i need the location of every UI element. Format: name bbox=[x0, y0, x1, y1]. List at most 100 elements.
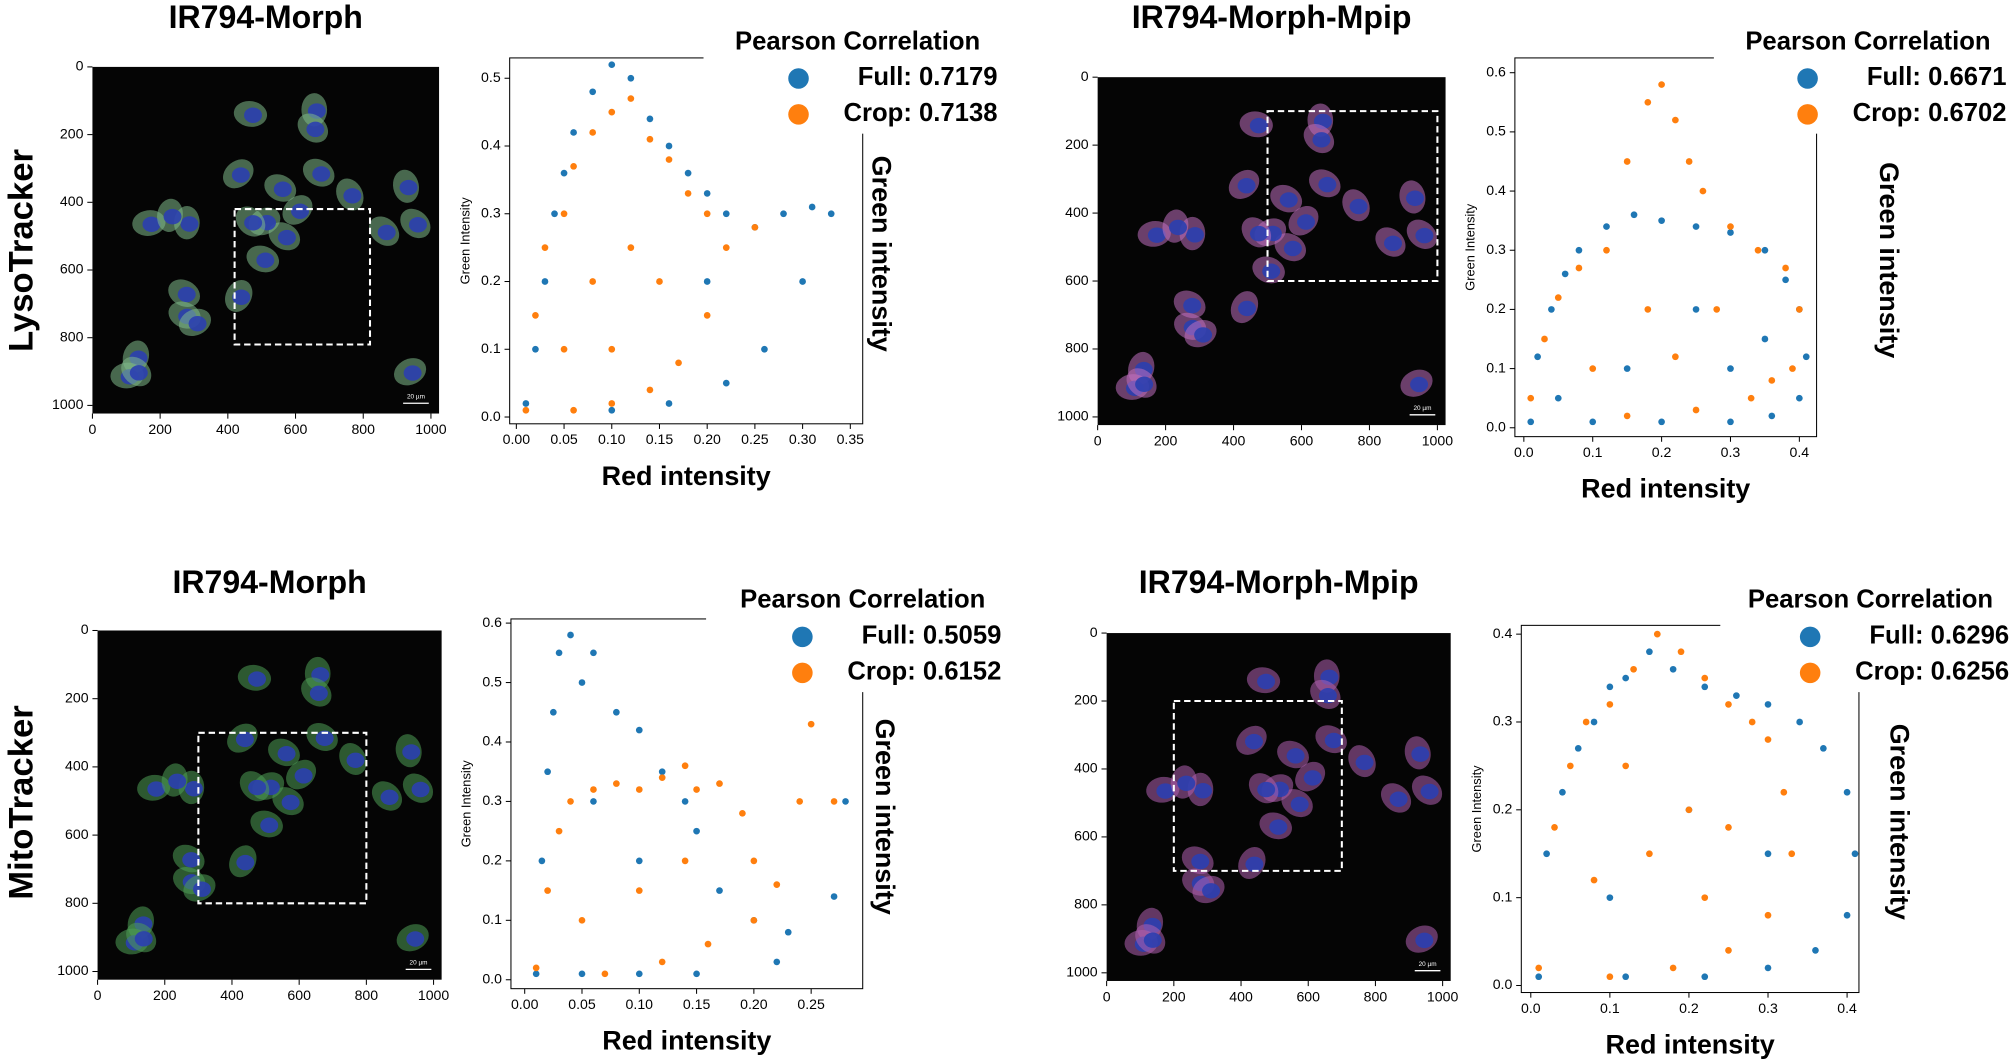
nucleus bbox=[411, 781, 430, 798]
point bbox=[780, 210, 787, 218]
point bbox=[784, 928, 792, 936]
nucleus bbox=[1194, 783, 1212, 799]
point bbox=[1590, 876, 1598, 884]
y-tick-label: 1000 bbox=[57, 962, 89, 978]
point bbox=[1725, 824, 1732, 831]
nucleus bbox=[1279, 192, 1298, 208]
point bbox=[532, 964, 540, 972]
x-tick-label: 0.1 bbox=[1600, 1000, 1620, 1016]
scale-bar-label: 20 µm bbox=[1419, 961, 1437, 968]
point bbox=[665, 156, 673, 163]
point bbox=[1843, 911, 1851, 919]
point bbox=[1851, 850, 1859, 858]
y-tick-label: 0.3 bbox=[1493, 713, 1513, 729]
y-tick-label: 0.5 bbox=[482, 673, 502, 689]
legend-label: Crop: 0.6702 bbox=[1853, 99, 2007, 127]
nucleus bbox=[236, 854, 255, 871]
point bbox=[693, 786, 700, 793]
point bbox=[590, 649, 597, 657]
x-tick-label: 400 bbox=[220, 987, 244, 1003]
point bbox=[693, 827, 700, 835]
nucleus bbox=[1143, 932, 1162, 948]
point bbox=[627, 244, 635, 251]
point bbox=[1669, 964, 1677, 972]
y-tick-label: 800 bbox=[1065, 340, 1089, 356]
point bbox=[1692, 406, 1700, 414]
x-tick-label: 1000 bbox=[1427, 988, 1459, 1004]
point bbox=[608, 345, 616, 353]
point bbox=[1630, 211, 1638, 219]
point bbox=[1527, 394, 1535, 402]
point bbox=[703, 190, 711, 197]
y-tick-label: 0.2 bbox=[1486, 300, 1506, 316]
point bbox=[1644, 98, 1652, 106]
point bbox=[589, 129, 597, 136]
nucleus bbox=[1312, 132, 1331, 148]
point bbox=[608, 108, 616, 116]
nucleus bbox=[163, 208, 182, 225]
nucleus bbox=[399, 179, 418, 196]
nucleus bbox=[1135, 376, 1154, 392]
x-tick-label: 0.00 bbox=[511, 996, 539, 1012]
point bbox=[1764, 911, 1772, 919]
nucleus bbox=[1420, 783, 1439, 800]
point bbox=[1582, 718, 1590, 726]
point bbox=[627, 74, 635, 82]
y-tick-label: 400 bbox=[1065, 204, 1089, 220]
legend-marker bbox=[1799, 626, 1821, 648]
x-tick-label: 200 bbox=[1154, 433, 1178, 449]
point bbox=[808, 203, 816, 211]
point bbox=[681, 798, 689, 805]
y-tick-label: 0.0 bbox=[1493, 976, 1513, 992]
point bbox=[750, 857, 758, 865]
x-tick-label: 0.05 bbox=[550, 431, 578, 447]
nucleus bbox=[1349, 198, 1368, 215]
point bbox=[739, 809, 746, 817]
point bbox=[570, 162, 577, 170]
nucleus bbox=[406, 931, 425, 947]
point bbox=[1820, 744, 1827, 752]
x-tick-label: 0.0 bbox=[1514, 444, 1534, 460]
y-tick-label: 0.0 bbox=[482, 970, 502, 986]
point bbox=[1559, 788, 1566, 796]
y-tick-label: 200 bbox=[65, 689, 89, 705]
point bbox=[608, 406, 616, 414]
point bbox=[1789, 365, 1796, 372]
nucleus bbox=[193, 881, 211, 897]
legend-marker bbox=[1797, 68, 1818, 89]
y-axis-label-right: Green intensity bbox=[866, 156, 896, 352]
point bbox=[1685, 158, 1693, 165]
point bbox=[796, 798, 804, 805]
point bbox=[1685, 806, 1693, 814]
point bbox=[1764, 736, 1772, 743]
nucleus bbox=[402, 744, 421, 760]
point bbox=[1796, 718, 1803, 726]
point bbox=[532, 345, 539, 353]
point bbox=[1733, 692, 1740, 699]
y-tick-label: 0.1 bbox=[1486, 359, 1506, 375]
x-tick-label: 0.1 bbox=[1583, 444, 1603, 460]
point bbox=[538, 857, 546, 865]
point bbox=[1603, 246, 1610, 254]
point bbox=[613, 780, 620, 787]
y-tick-label: 0 bbox=[76, 58, 84, 74]
point bbox=[1701, 894, 1709, 901]
point bbox=[703, 210, 711, 218]
point bbox=[827, 210, 835, 218]
point bbox=[1692, 306, 1700, 313]
legend-label: Full: 0.7179 bbox=[858, 63, 998, 91]
point bbox=[570, 129, 577, 136]
x-tick-label: 600 bbox=[287, 987, 311, 1003]
point bbox=[1622, 762, 1630, 770]
y-tick-label: 600 bbox=[1065, 272, 1089, 288]
point bbox=[681, 857, 689, 865]
point bbox=[1748, 718, 1756, 726]
point bbox=[761, 345, 768, 353]
point bbox=[646, 135, 654, 143]
y-tick-label: 400 bbox=[1074, 760, 1098, 776]
nucleus bbox=[273, 181, 292, 197]
y-tick-label: 0.6 bbox=[1486, 63, 1506, 79]
point bbox=[578, 679, 586, 686]
point bbox=[684, 169, 692, 177]
point bbox=[684, 190, 692, 197]
